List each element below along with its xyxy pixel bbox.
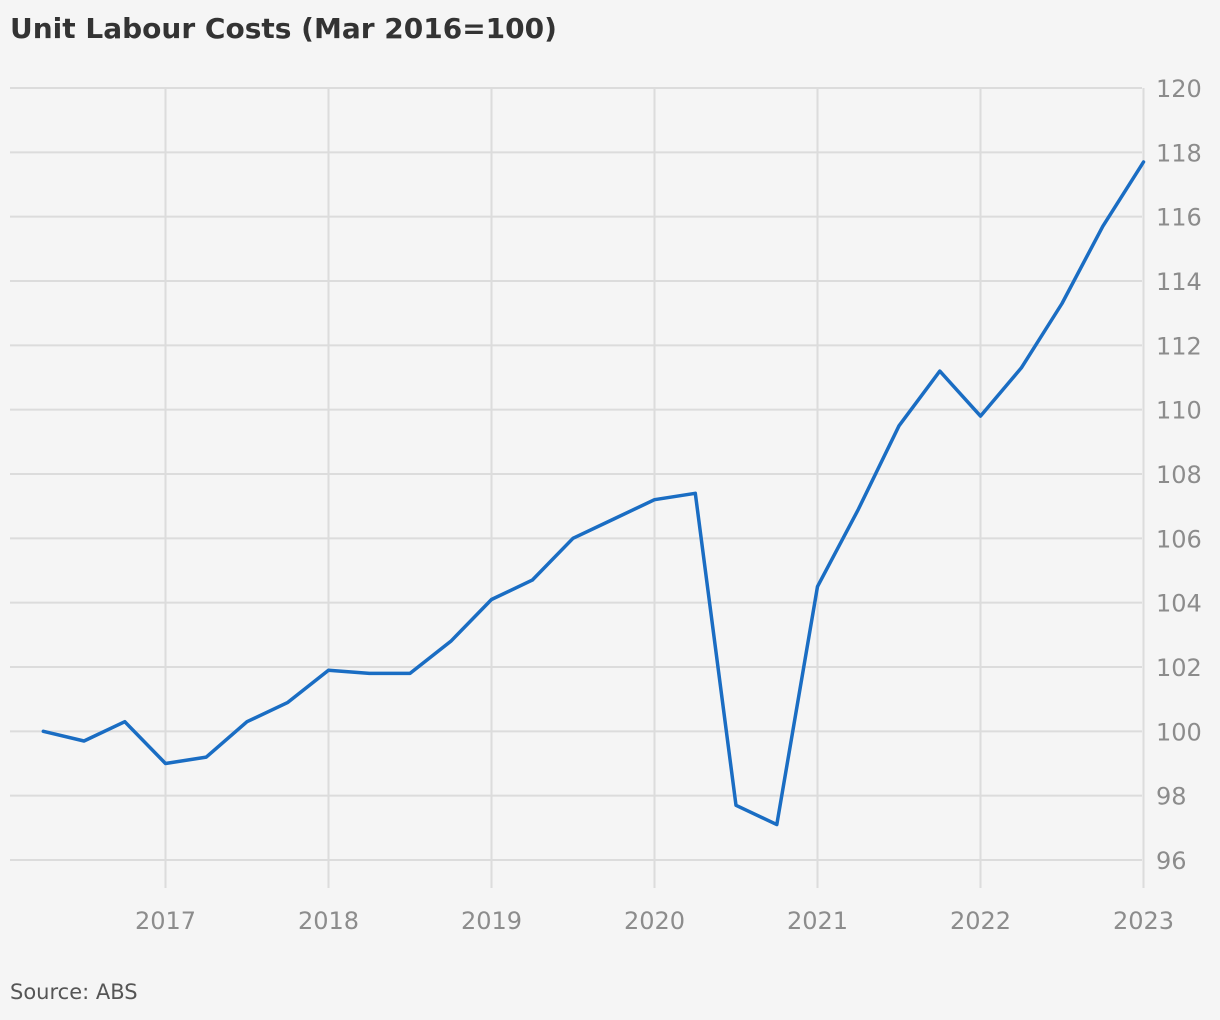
y-tick-label-112: 112 [1156,332,1202,360]
y-tick-label-120: 120 [1156,75,1202,103]
x-tick-label-2023: 2023 [1113,907,1174,935]
y-tick-label-116: 116 [1156,204,1202,232]
vertical-gridlines [164,88,1145,888]
series-group [41,160,1146,827]
y-tick-label-106: 106 [1156,525,1202,553]
x-tick-label-2022: 2022 [950,907,1011,935]
x-axis-labels: 2017 2018 2019 2020 2021 2022 2023 [135,907,1174,935]
horizontal-gridlines [10,87,1142,861]
y-tick-label-100: 100 [1156,718,1202,746]
y-tick-label-118: 118 [1156,139,1202,167]
x-tick-label-2018: 2018 [298,907,359,935]
series-line-0 [41,160,1146,827]
chart-title: Unit Labour Costs (Mar 2016=100) [10,12,557,45]
y-tick-label-110: 110 [1156,397,1202,425]
y-tick-label-114: 114 [1156,268,1202,296]
x-tick-label-2021: 2021 [787,907,848,935]
source-note: Source: ABS [10,980,138,1004]
y-tick-label-104: 104 [1156,590,1202,618]
y-tick-label-98: 98 [1156,783,1187,811]
y-tick-label-102: 102 [1156,654,1202,682]
x-tick-label-2019: 2019 [461,907,522,935]
x-tick-label-2020: 2020 [624,907,685,935]
x-tick-label-2017: 2017 [135,907,196,935]
y-tick-label-96: 96 [1156,847,1187,875]
y-axis-labels: 96 98 100 102 104 106 108 110 112 114 116 118 120 [1156,75,1202,875]
y-tick-label-108: 108 [1156,461,1202,489]
